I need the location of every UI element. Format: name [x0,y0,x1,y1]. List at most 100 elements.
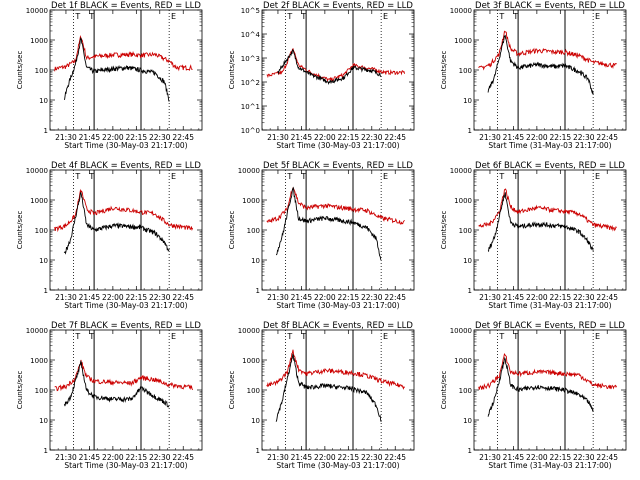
panel-6: Det 6f BLACK = Events, RED = LLD 1 10 100 10… [440,161,627,310]
x-tick-label: 22:45 [596,293,618,302]
panel-7: Det 7f BLACK = Events, RED = LLD 1 10 100 10… [16,321,203,470]
x-tick-label: 22:00 [102,453,124,462]
y-axis-label: Counts/sec [440,51,448,90]
x-tick-label: 21:45 [291,293,313,302]
y-tick-label: 10^2 [241,79,260,87]
x-axis-label: Start Time (30-May-03 21:17:00) [276,301,399,310]
x-tick-label: 21:45 [503,133,525,142]
y-tick-label: 1000 [30,37,48,45]
x-tick-label: 22:45 [596,453,618,462]
y-axis-label: Counts/sec [228,211,236,250]
y-tick-label: 100 [459,387,472,395]
series-events-line [487,356,594,417]
y-tick-label: 10 [251,257,260,265]
panel-4: Det 4f BLACK = Events, RED = LLD 1 10 100 10… [16,161,203,310]
panel-title: Det 2f BLACK = Events, RED = LLD [263,1,413,11]
panel-title: Det 5f BLACK = Events, RED = LLD [263,161,413,171]
marker-letter: E [383,12,388,21]
y-tick-label: 10000 [450,327,472,335]
x-tick-label: 22:45 [596,133,618,142]
y-tick-label: 1 [468,127,472,135]
marker-letter: E [171,332,176,341]
y-tick-label: 100 [247,227,260,235]
series-lld-line [478,30,617,71]
axes-frame [261,9,415,131]
y-tick-label: 1000 [454,357,472,365]
marker-letter: T [498,12,504,21]
x-tick-label: 21:45 [503,293,525,302]
axes-frame [473,9,627,131]
x-tick-label: 21:30 [55,453,77,462]
x-tick-label: 21:45 [291,133,313,142]
panel-title: Det 3f BLACK = Events, RED = LLD [475,1,625,11]
y-tick-label: 10^1 [241,103,260,111]
marker-letter: E [383,332,388,341]
y-tick-label: 10 [39,257,48,265]
y-tick-label: 10000 [238,327,260,335]
panel-2: Det 2f BLACK = Events, RED = LLD 10^0 10^1… [228,1,415,150]
x-tick-label: 22:00 [526,293,548,302]
y-tick-label: 10000 [26,167,48,175]
x-tick-label: 22:00 [526,453,548,462]
y-tick-label: 1 [256,447,260,455]
panel-9: Det 9f BLACK = Events, RED = LLD 1 10 100 10… [440,321,627,470]
y-tick-label: 1000 [454,197,472,205]
y-axis-label: Counts/sec [16,51,24,90]
marker-letter: T [498,332,504,341]
y-axis-label: Counts/sec [16,211,24,250]
x-tick-label: 21:45 [79,453,101,462]
y-tick-label: 100 [35,387,48,395]
y-tick-label: 100 [459,67,472,75]
y-tick-label: 100 [35,67,48,75]
y-tick-label: 10000 [450,7,472,15]
y-tick-label: 10 [39,97,48,105]
x-tick-label: 21:30 [267,133,289,142]
marker-letter: T [74,332,80,341]
panel-5: Det 5f BLACK = Events, RED = LLD 1 10 100 10… [228,161,415,310]
series-events-line [63,360,170,408]
x-axis-label: Start Time (30-May-03 21:17:00) [64,461,187,470]
y-tick-label: 100 [459,227,472,235]
x-tick-label: 22:15 [338,453,360,462]
series-lld-line [266,187,405,225]
y-tick-label: 10^3 [241,55,260,63]
marker-letter: T [512,332,518,341]
panel-title: Det 8f BLACK = Events, RED = LLD [263,321,413,331]
y-tick-label: 10000 [26,7,48,15]
y-tick-label: 10 [463,417,472,425]
panel-title: Det 1f BLACK = Events, RED = LLD [51,1,201,11]
marker-letter: T [88,12,94,21]
x-tick-label: 22:30 [361,293,383,302]
marker-letter: T [300,172,306,181]
y-axis-label: Counts/sec [16,371,24,410]
series-lld-line [478,188,617,232]
marker-letter: E [595,12,600,21]
x-axis-label: Start Time (30-May-03 21:17:00) [276,461,399,470]
marker-letter: T [300,332,306,341]
y-tick-label: 10000 [238,167,260,175]
axes-frame [261,169,415,291]
axes-frame [49,9,203,131]
panel-3: Det 3f BLACK = Events, RED = LLD 1 10 100 10… [440,1,627,150]
x-tick-label: 22:15 [550,293,572,302]
series-events-line [275,186,382,261]
x-tick-label: 22:15 [338,133,360,142]
x-tick-label: 22:00 [314,133,336,142]
x-tick-label: 22:15 [338,293,360,302]
y-axis-label: Counts/sec [440,371,448,410]
x-tick-label: 22:30 [149,453,171,462]
y-tick-label: 10^0 [241,127,260,135]
y-tick-label: 1 [44,447,48,455]
x-tick-label: 21:45 [79,133,101,142]
marker-letter: T [286,332,292,341]
x-axis-label: Start Time (31-May-03 21:17:00) [488,301,611,310]
marker-letter: T [286,172,292,181]
series-events-line [487,34,594,95]
marker-letter: E [171,172,176,181]
x-tick-label: 22:45 [384,453,406,462]
y-axis-label: Counts/sec [228,371,236,410]
series-events-line [63,191,170,255]
panel-title: Det 7f BLACK = Events, RED = LLD [51,321,201,331]
series-lld-line [54,359,194,392]
